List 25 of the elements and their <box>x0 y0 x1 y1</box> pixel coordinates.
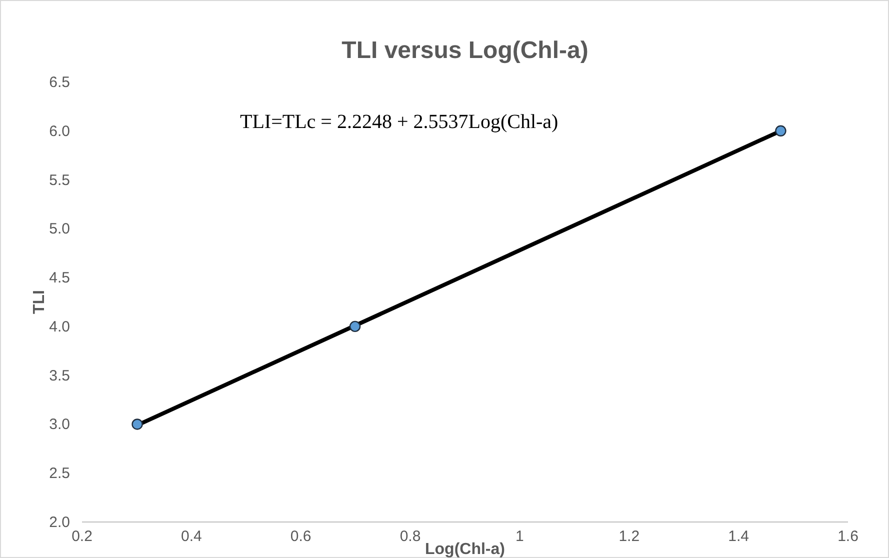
chart-title: TLI versus Log(Chl-a) <box>342 37 588 64</box>
y-tick-label: 3.5 <box>49 367 70 384</box>
y-tick-label: 6.5 <box>49 74 70 91</box>
x-tick-label: 1.6 <box>838 528 858 545</box>
x-tick-label: 0.2 <box>72 528 92 545</box>
x-tick-label: 1 <box>516 528 524 545</box>
x-tick-label: 1.2 <box>618 528 640 545</box>
point <box>132 418 143 430</box>
y-tick-label: 6.0 <box>49 122 70 140</box>
x-tick-label: 0.4 <box>181 528 202 545</box>
y-tick-label: 3.0 <box>49 416 70 434</box>
y-tick-label: 2.5 <box>49 465 70 482</box>
x-axis-title: Log(Chl-a) <box>425 541 505 558</box>
x-tick-label: 1.4 <box>728 528 749 545</box>
y-tick-label: 2.0 <box>49 514 70 531</box>
y-tick-label: 4.5 <box>49 270 70 287</box>
y-tick-label: 5.0 <box>49 220 70 238</box>
annotation: TLI=TLc = 2.2248 + 2.5537Log(Chl-a) <box>240 111 558 133</box>
point <box>349 320 361 332</box>
y-tick-label: 5.5 <box>49 172 70 189</box>
x-tick-label: 0.8 <box>400 528 421 545</box>
x-tick-label: 0.6 <box>290 528 312 545</box>
y-tick-label: 4.0 <box>49 318 70 336</box>
y-axis-title: TLI <box>31 290 48 314</box>
point <box>775 125 786 136</box>
